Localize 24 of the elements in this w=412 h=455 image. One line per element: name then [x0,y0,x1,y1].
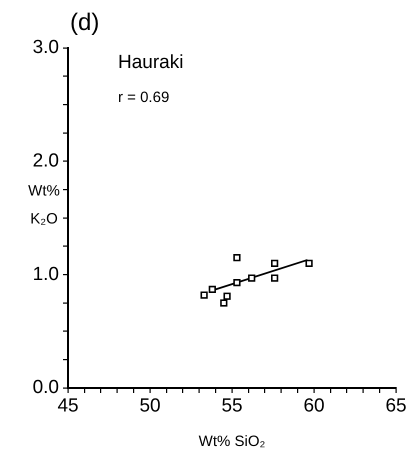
point [220,299,228,307]
x-tick-label: 55 [221,396,243,417]
y-axis-title: Wt% K₂O [28,182,60,228]
chart-title: (d) [70,9,100,36]
y-tick-label: 2.0 [32,150,59,172]
point [271,274,278,282]
annotation: Hauraki [118,52,184,73]
x-tick-label: 50 [139,396,161,417]
point [223,292,231,300]
x-tick-label: 60 [303,396,325,417]
y-tick-label: 3.0 [32,37,59,58]
x-tick-label: 45 [57,396,79,417]
point [233,278,241,286]
annotation: r = 0.69 [118,89,170,106]
point [271,260,278,267]
point [208,286,216,294]
x-tick-label: 65 [385,396,407,417]
x-axis-title: Wt% SiO₂ [198,433,266,450]
point [248,274,256,282]
point [200,291,208,299]
point [305,260,313,267]
point [233,254,241,262]
y-tick-label: 1.0 [32,264,59,285]
y-tick-label: 0.0 [32,377,59,398]
